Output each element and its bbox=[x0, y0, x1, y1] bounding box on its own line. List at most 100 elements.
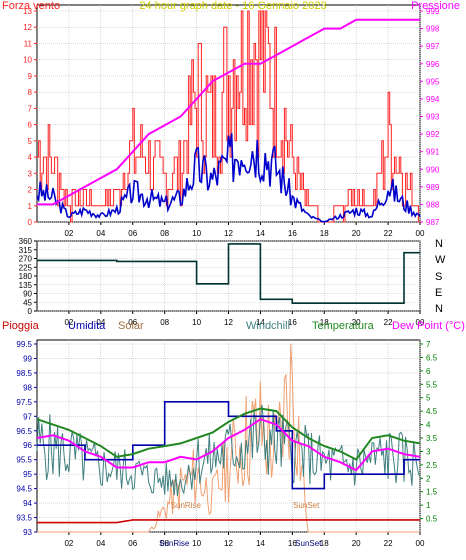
p2-xtick-label-00: 00 bbox=[416, 318, 425, 327]
series-wind-avg bbox=[36, 133, 421, 223]
p1-xtick-label-10: 10 bbox=[192, 229, 201, 238]
p1-xtick-label-12: 12 bbox=[224, 229, 233, 238]
p1-xtick-label-06: 06 bbox=[128, 229, 137, 238]
legend-dewpoint: Dew Point (°C) bbox=[392, 320, 465, 332]
p1-xtick-label-16: 16 bbox=[288, 229, 297, 238]
p1-ytick-right-label-990: 990 bbox=[426, 165, 440, 174]
legend-rain: Pioggia bbox=[2, 320, 39, 332]
p1-xtick-label-02: 02 bbox=[64, 229, 73, 238]
p1-ytick-right-label-995: 995 bbox=[426, 77, 440, 86]
p1-ytick-left-label-6: 6 bbox=[28, 121, 33, 130]
p1-ytick-left-label-5: 5 bbox=[28, 137, 33, 146]
p1-ytick-right-label-996: 996 bbox=[426, 60, 440, 69]
p2-xtick-label-16: 16 bbox=[288, 318, 297, 327]
p1-ytick-right-label-987: 987 bbox=[426, 218, 440, 227]
compass-w: W bbox=[435, 254, 446, 266]
p1-xtick-label-14: 14 bbox=[256, 229, 265, 238]
series-windchill bbox=[36, 404, 421, 496]
p3-ytick-right-label-2.5: 2.5 bbox=[426, 461, 438, 470]
p1-ytick-right-label-989: 989 bbox=[426, 183, 440, 192]
p2-ytick-label-45: 45 bbox=[23, 298, 32, 307]
p2-ytick-label-180: 180 bbox=[19, 272, 33, 281]
p1-ytick-left-label-4: 4 bbox=[28, 153, 33, 162]
p1-ytick-right-label-999: 999 bbox=[426, 7, 440, 16]
p3-ytick-left-label-94: 94 bbox=[23, 499, 32, 508]
p1-ytick-left-label-1: 1 bbox=[28, 202, 33, 211]
compass-n-top: N bbox=[435, 238, 443, 250]
p2-xtick-label-22: 22 bbox=[384, 318, 393, 327]
p1-ytick-left-label-7: 7 bbox=[28, 104, 33, 113]
p3-xtick-label-14: 14 bbox=[256, 539, 265, 548]
p1-ytick-left-label-2: 2 bbox=[28, 186, 33, 195]
p2-ytick-label-0: 0 bbox=[28, 307, 33, 316]
p1-ytick-left-label-0: 0 bbox=[28, 218, 33, 227]
compass-s: S bbox=[435, 271, 443, 283]
p3-ytick-right-label-3.5: 3.5 bbox=[426, 434, 438, 443]
p3-ytick-right-label-4.5: 4.5 bbox=[426, 407, 438, 416]
p1-xtick-label-18: 18 bbox=[320, 229, 329, 238]
p3-ytick-left-label-96: 96 bbox=[23, 441, 32, 450]
p1-ytick-left-label-8: 8 bbox=[28, 88, 33, 97]
sunrise-axis-label: SunRise bbox=[159, 539, 190, 548]
p3-ytick-left-label-98: 98 bbox=[23, 383, 32, 392]
legend-temperature: Temperatura bbox=[312, 320, 374, 332]
sunset-label: SunSet bbox=[293, 501, 320, 510]
p3-ytick-right-label-5: 5 bbox=[426, 394, 431, 403]
sunrise-label: SunRise bbox=[171, 501, 202, 510]
series-pressure bbox=[37, 18, 420, 206]
p3-ytick-left-label-93.5: 93.5 bbox=[16, 514, 32, 523]
p2-ytick-label-90: 90 bbox=[23, 290, 32, 299]
p3-ytick-left-label-94.5: 94.5 bbox=[16, 485, 32, 494]
p3-ytick-right-label-2: 2 bbox=[426, 474, 431, 483]
p3-ytick-right-label-6.5: 6.5 bbox=[426, 353, 438, 362]
series-temperature bbox=[36, 407, 421, 461]
series-wind-direction bbox=[37, 243, 420, 305]
p1-ytick-right-label-988: 988 bbox=[426, 200, 440, 209]
p1-ytick-right-label-998: 998 bbox=[426, 25, 440, 34]
p2-xtick-label-18: 18 bbox=[320, 318, 329, 327]
series-rain bbox=[37, 519, 420, 524]
p2-ytick-label-135: 135 bbox=[19, 281, 33, 290]
compass-e: E bbox=[435, 287, 443, 299]
p3-ytick-left-label-99.5: 99.5 bbox=[16, 340, 32, 349]
wind-force-label: Forza vento bbox=[2, 0, 61, 12]
p3-ytick-right-label-1: 1 bbox=[426, 501, 431, 510]
p3-xtick-label-10: 10 bbox=[192, 539, 201, 548]
p3-ytick-left-label-93: 93 bbox=[23, 528, 32, 537]
p2-xtick-label-20: 20 bbox=[352, 318, 361, 327]
legend-windchill: Windchill bbox=[246, 320, 291, 332]
chart-title: 24 hour graph date - 16 Gennaio 2023 bbox=[139, 0, 327, 12]
p3-ytick-right-label-6: 6 bbox=[426, 367, 431, 376]
p3-ytick-left-label-97: 97 bbox=[23, 412, 32, 421]
p1-ytick-right-label-992: 992 bbox=[426, 130, 440, 139]
p3-ytick-left-label-95: 95 bbox=[23, 470, 32, 479]
p1-xtick-label-20: 20 bbox=[352, 229, 361, 238]
p3-ytick-left-label-97.5: 97.5 bbox=[16, 398, 32, 407]
p1-xtick-label-08: 08 bbox=[160, 229, 169, 238]
p3-ytick-right-label-3: 3 bbox=[426, 447, 431, 456]
p3-ytick-left-label-96.5: 96.5 bbox=[16, 427, 32, 436]
p1-ytick-left-label-9: 9 bbox=[28, 72, 33, 81]
sunset-axis-label: SunSet bbox=[295, 539, 322, 548]
p2-xtick-label-08: 08 bbox=[160, 318, 169, 327]
p1-ytick-right-label-993: 993 bbox=[426, 113, 440, 122]
p3-xtick-label-16: 16 bbox=[288, 539, 297, 548]
p2-xtick-label-06: 06 bbox=[128, 318, 137, 327]
p1-ytick-left-label-13: 13 bbox=[23, 7, 32, 16]
p3-xtick-label-22: 22 bbox=[384, 539, 393, 548]
p2-xtick-label-12: 12 bbox=[224, 318, 233, 327]
legend-row: Pioggia Umidita Solar Windchill Temperat… bbox=[0, 320, 466, 334]
p2-xtick-label-10: 10 bbox=[192, 318, 201, 327]
p1-xtick-label-04: 04 bbox=[96, 229, 105, 238]
p3-xtick-label-18: 18 bbox=[320, 539, 329, 548]
p1-ytick-right-label-997: 997 bbox=[426, 42, 440, 51]
p3-ytick-left-label-98.5: 98.5 bbox=[16, 369, 32, 378]
p1-ytick-left-label-12: 12 bbox=[23, 23, 32, 32]
p2-ytick-label-270: 270 bbox=[19, 255, 33, 264]
p1-xtick-label-22: 22 bbox=[384, 229, 393, 238]
p2-xtick-label-02: 02 bbox=[64, 318, 73, 327]
p3-ytick-right-label-5.5: 5.5 bbox=[426, 380, 438, 389]
p3-ytick-right-label-7: 7 bbox=[426, 340, 431, 349]
